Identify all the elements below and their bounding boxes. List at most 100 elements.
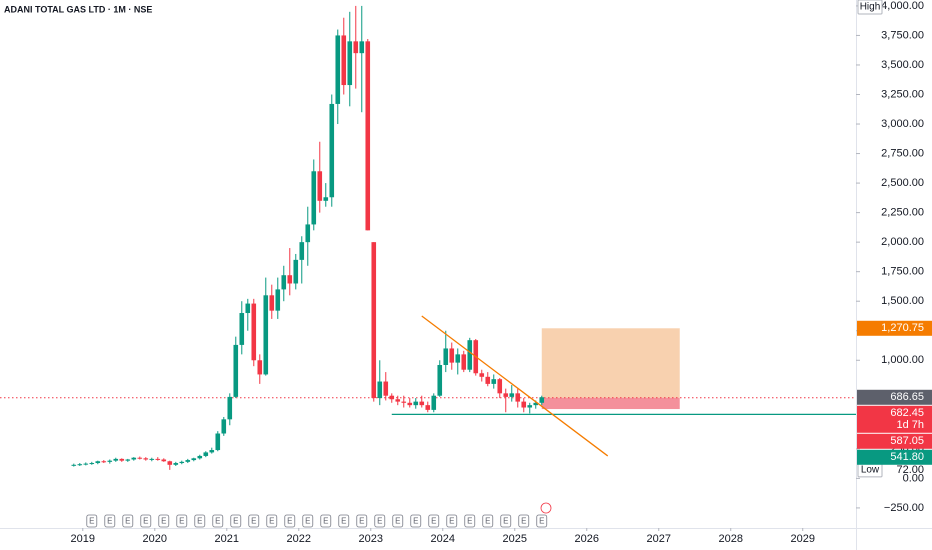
x-tick-label: 2027	[646, 533, 670, 545]
candle-body	[539, 397, 545, 403]
event-marker	[86, 514, 98, 528]
candle-body	[311, 171, 317, 225]
event-marker	[500, 514, 512, 528]
event-label: E	[215, 517, 220, 526]
candle-body	[233, 344, 239, 397]
event-marker	[302, 514, 314, 528]
candle-body	[521, 401, 527, 408]
candle-body	[377, 381, 383, 399]
event-marker	[176, 514, 188, 528]
candle-body	[161, 459, 167, 462]
candle-body	[329, 103, 335, 198]
candle-body	[227, 396, 233, 420]
low-marker-label: Low	[861, 465, 880, 476]
event-label: E	[143, 517, 148, 526]
x-tick-label: 2020	[143, 533, 167, 545]
candle-body	[203, 452, 209, 456]
candle-body	[197, 455, 203, 459]
price-tag	[857, 320, 932, 336]
event-label: E	[89, 517, 94, 526]
candle-body	[221, 419, 227, 434]
y-tick-label: 3,000.00	[881, 118, 924, 130]
candle-body	[455, 354, 461, 363]
candle-body	[185, 460, 191, 462]
event-label: E	[323, 517, 328, 526]
event-label: E	[413, 517, 418, 526]
high-marker	[857, 0, 883, 15]
event-label: E	[161, 517, 166, 526]
candle-body	[407, 402, 413, 406]
event-marker	[374, 514, 386, 528]
candle-body	[101, 461, 107, 463]
candle-body	[107, 460, 113, 462]
x-tick-label: 2019	[71, 533, 95, 545]
candle-body	[155, 458, 161, 460]
trendline	[421, 315, 609, 457]
event-marker	[464, 514, 476, 528]
y-tick-label: 2,750.00	[881, 147, 924, 159]
price-tag-label: 682.45	[890, 407, 924, 419]
candle-body	[89, 463, 95, 465]
event-label: E	[305, 517, 310, 526]
candle-body	[119, 458, 125, 461]
candle-body	[323, 197, 329, 201]
position-profit	[541, 328, 680, 398]
x-tick-label: 2029	[790, 533, 814, 545]
candle-body	[461, 354, 467, 370]
price-tag-label: 1,270.75	[881, 322, 924, 334]
candle-body	[71, 464, 77, 466]
x-tick-label: 2024	[431, 533, 455, 545]
candle-body	[479, 373, 485, 377]
x-tick-label: 2025	[503, 533, 527, 545]
y-tick-label: 0.00	[903, 472, 924, 484]
event-label: E	[179, 517, 184, 526]
candle-body	[263, 295, 269, 375]
event-marker	[428, 514, 440, 528]
y-tick-label: 1,750.00	[881, 266, 924, 278]
event-label: E	[449, 517, 454, 526]
candle-body	[335, 35, 341, 104]
candle-body	[353, 41, 359, 54]
event-marker	[140, 514, 152, 528]
candle-body	[437, 364, 443, 396]
event-marker	[284, 514, 296, 528]
y-tick-label: 2,500.00	[881, 177, 924, 189]
candle-body	[257, 360, 263, 375]
price-tag-label: 541.80	[890, 451, 924, 463]
candle-body	[419, 401, 425, 406]
event-label: E	[503, 517, 508, 526]
candle-body	[83, 463, 89, 465]
candle-body	[281, 275, 287, 290]
candle-body	[299, 242, 305, 260]
y-tick-label: 4,000.00	[881, 0, 924, 12]
event-label: E	[251, 517, 256, 526]
candle-body	[149, 458, 155, 460]
candle-body	[365, 41, 371, 231]
event-label: E	[125, 517, 130, 526]
event-marker	[266, 514, 278, 528]
x-tick-label: 2022	[287, 533, 311, 545]
event-label: E	[467, 517, 472, 526]
event-label: E	[377, 517, 382, 526]
candle-body	[503, 393, 509, 397]
candle-body	[491, 379, 497, 384]
candle-body	[239, 313, 245, 345]
candle-body	[527, 405, 533, 408]
candle-body	[467, 340, 473, 370]
candle-body	[305, 224, 311, 243]
event-marker	[536, 514, 548, 528]
event-marker	[194, 514, 206, 528]
event-marker	[446, 514, 458, 528]
event-marker	[320, 514, 332, 528]
candle-body	[95, 461, 101, 464]
candle-body	[497, 379, 503, 394]
plot-area	[0, 5, 856, 470]
event-label: E	[233, 517, 238, 526]
high-marker-label: High	[860, 2, 881, 13]
event-marker	[392, 514, 404, 528]
candle-body	[287, 275, 293, 284]
event-marker	[230, 514, 242, 528]
chart-title: ADANI TOTAL GAS LTD · 1M · NSE	[4, 4, 152, 14]
low-marker-value: 72.00	[896, 464, 924, 476]
